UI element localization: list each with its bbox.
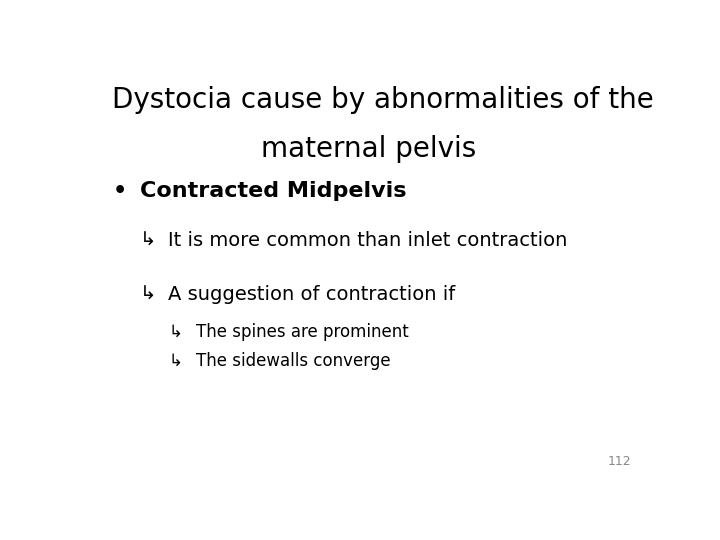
Text: ↳: ↳ xyxy=(168,352,182,370)
Text: ↳: ↳ xyxy=(140,285,156,304)
Text: Contracted Midpelvis: Contracted Midpelvis xyxy=(140,181,407,201)
Text: Dystocia cause by abnormalities of the: Dystocia cause by abnormalities of the xyxy=(112,85,654,113)
Text: The sidewalls converge: The sidewalls converge xyxy=(196,352,391,370)
Text: ↳: ↳ xyxy=(168,322,182,341)
Text: A suggestion of contraction if: A suggestion of contraction if xyxy=(168,285,455,304)
Text: 112: 112 xyxy=(608,455,631,468)
Text: •: • xyxy=(112,181,127,201)
Text: maternal pelvis: maternal pelvis xyxy=(261,136,477,164)
Text: It is more common than inlet contraction: It is more common than inlet contraction xyxy=(168,231,567,250)
Text: ↳: ↳ xyxy=(140,231,156,250)
Text: The spines are prominent: The spines are prominent xyxy=(196,322,409,341)
